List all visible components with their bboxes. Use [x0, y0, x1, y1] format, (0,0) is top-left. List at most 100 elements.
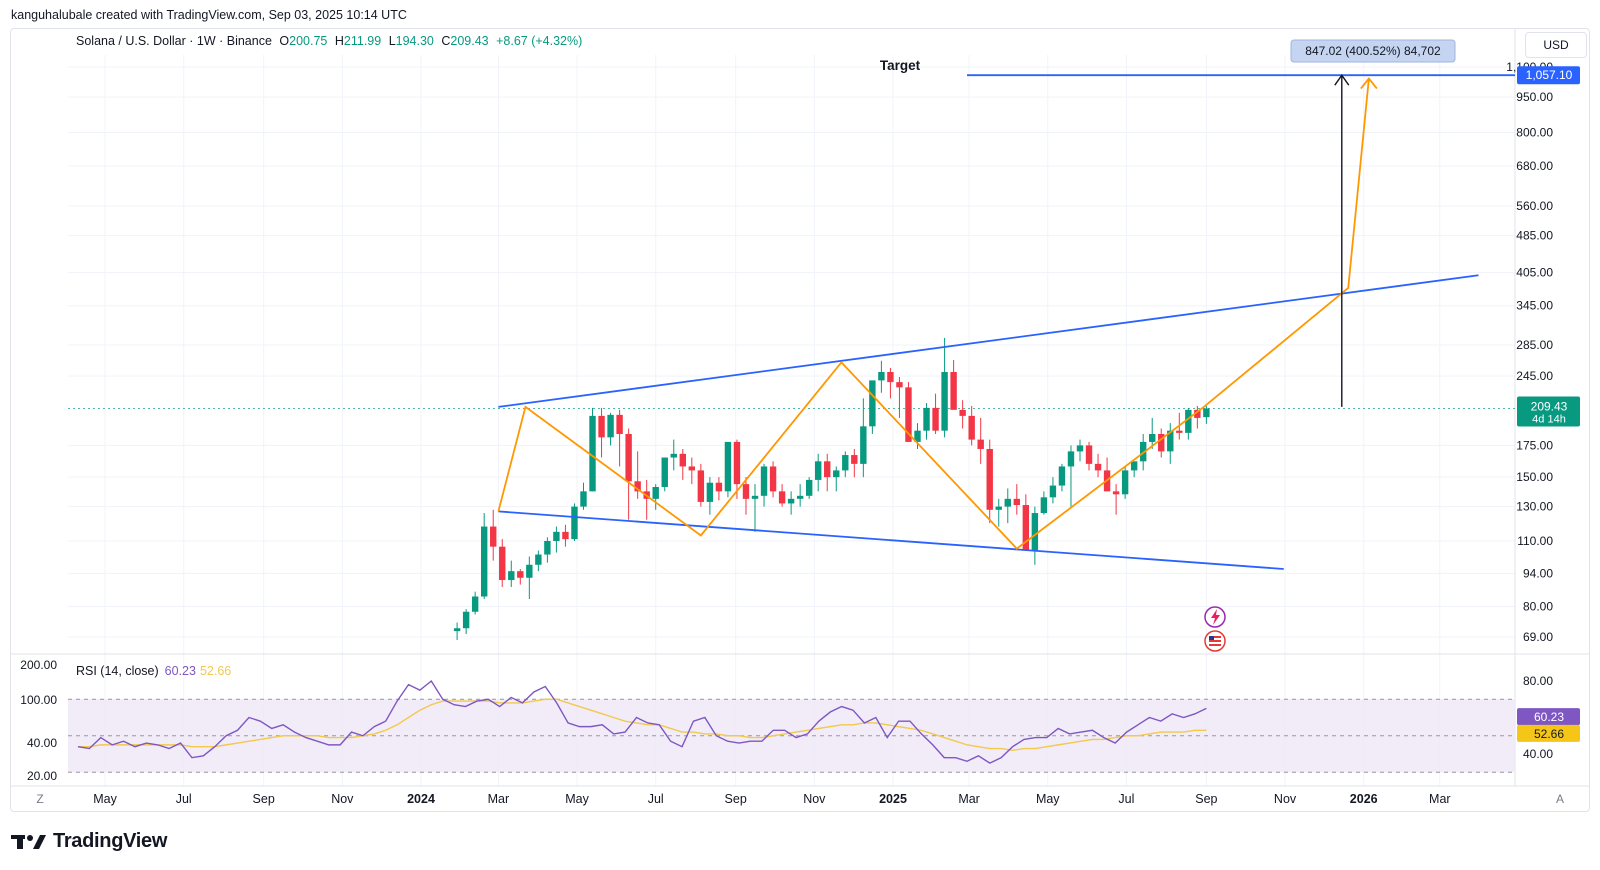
candle-body	[589, 415, 596, 492]
rsi-ma-value: 52.66	[199, 664, 232, 678]
candle-body	[796, 495, 804, 499]
measure-label-box	[1290, 39, 1456, 63]
time-tick-label: Mar	[1429, 792, 1451, 806]
flag-stripe	[1209, 640, 1221, 642]
rsi-title[interactable]: RSI (14, close)	[76, 664, 159, 678]
candle-body	[950, 371, 957, 410]
projection-arrowhead	[1334, 73, 1350, 86]
candle-body	[760, 466, 768, 496]
high-value: 211.99	[343, 34, 382, 48]
candle-body	[1067, 451, 1075, 467]
candle-body	[517, 571, 524, 578]
candle-body	[887, 371, 894, 383]
high-label: H	[334, 34, 344, 48]
candle-body	[706, 482, 714, 502]
symbol-legend: Solana / U.S. Dollar · 1W · Binance O200…	[76, 34, 582, 48]
price-tick-label: 405.00	[1516, 266, 1553, 280]
trendlines	[498, 274, 1479, 570]
candle-body	[607, 414, 614, 438]
price-tick-label: 245.00	[1516, 369, 1553, 383]
candle-body	[1203, 408, 1210, 418]
time-tick-label: Nov	[1274, 792, 1297, 806]
price-tick-label: 680.00	[1516, 159, 1553, 173]
time-tick-label: May	[93, 792, 117, 806]
trendline-upper	[498, 274, 1479, 408]
rsi-pane: 200.00100.0040.0020.0080.0040.0060.2352.…	[20, 658, 1580, 783]
symbol-name[interactable]: Solana / U.S. Dollar · 1W · Binance	[76, 34, 272, 48]
candle-body	[670, 453, 677, 458]
candle-body	[769, 466, 777, 492]
candle-body	[1139, 441, 1147, 462]
time-tick-label: 2024	[407, 792, 435, 806]
rsi-line	[77, 679, 1207, 764]
candle-body	[634, 481, 641, 492]
auto-scale-toggle[interactable]: A	[1556, 792, 1564, 806]
candle-body	[1058, 466, 1066, 486]
price-tick-label: 560.00	[1516, 199, 1553, 213]
candle-body	[508, 571, 515, 581]
candle-body	[499, 546, 506, 581]
candle-body	[751, 495, 759, 499]
event-icons[interactable]	[1204, 606, 1226, 652]
price-tick-label: 69.00	[1523, 630, 1553, 644]
last-price-badge	[1517, 396, 1580, 427]
candle-body	[941, 371, 948, 431]
candle-body	[652, 486, 659, 499]
low-value: 194.30	[395, 34, 434, 48]
candle-body	[778, 491, 786, 504]
close-value: 209.43	[450, 34, 489, 48]
candle-body	[553, 531, 560, 541]
rsi-left-tick-label: 200.00	[20, 658, 57, 672]
rsi-ma-badge-label: 52.66	[1534, 727, 1564, 741]
candle-body	[842, 455, 849, 471]
candle-body	[544, 540, 551, 555]
time-tick-label: 2026	[1350, 792, 1378, 806]
time-tick-label: Nov	[331, 792, 354, 806]
measure-label: 847.02 (400.52%) 84,702	[1305, 44, 1441, 58]
candle-body	[959, 409, 966, 416]
price-tick-label: 80.00	[1523, 600, 1553, 614]
chart-credit: kanguhalubale created with TradingView.c…	[11, 8, 407, 22]
candle-body	[661, 457, 668, 487]
candle-body	[580, 491, 587, 507]
time-tick-label: Sep	[253, 792, 275, 806]
candle-body	[1031, 513, 1039, 551]
candle-body	[805, 479, 813, 496]
time-tick-label: Jul	[648, 792, 664, 806]
candle-body	[526, 564, 533, 578]
time-tick-label: Sep	[1195, 792, 1217, 806]
candle-body	[1176, 430, 1183, 433]
rsi-ma-badge	[1517, 724, 1580, 742]
candle-body	[995, 506, 1002, 510]
currency-button[interactable]: USD	[1525, 32, 1587, 58]
brand-name: TradingView	[53, 830, 168, 852]
open-value: 200.75	[289, 34, 328, 48]
tradingview-logo: TradingView	[11, 830, 167, 853]
timezone-toggle[interactable]: Z	[36, 792, 43, 806]
rsi-value: 60.23	[164, 664, 196, 678]
open-label: O	[279, 34, 290, 48]
price-tick-label: 150.00	[1516, 470, 1553, 484]
last-price-label: 209.43	[1531, 399, 1568, 413]
rsi-right-tick-label: 40.00	[1523, 747, 1553, 761]
candle-body	[851, 455, 858, 464]
candle-body	[932, 407, 939, 431]
candle-body	[571, 506, 578, 540]
candle-body	[833, 470, 840, 478]
rsi-left-tick-label: 40.00	[27, 736, 57, 750]
candle-body	[480, 526, 488, 597]
candle-body	[453, 628, 461, 632]
time-tick-label: May	[1036, 792, 1060, 806]
change-value: +8.67 (+4.32%)	[496, 34, 583, 48]
candle-body	[986, 448, 993, 510]
candle-body	[1158, 433, 1165, 452]
candle-body	[1130, 461, 1138, 471]
candle-body	[787, 498, 795, 504]
candle-body	[1094, 463, 1102, 471]
time-tick-label: Jul	[1118, 792, 1134, 806]
time-axis: May Jul Sep Nov 2024 Mar May Jul Sep Nov 2025 Mar Ma…	[36, 792, 1564, 806]
rsi-value-badge	[1517, 708, 1580, 726]
candle-body	[824, 461, 831, 478]
candle-body	[1194, 409, 1201, 418]
